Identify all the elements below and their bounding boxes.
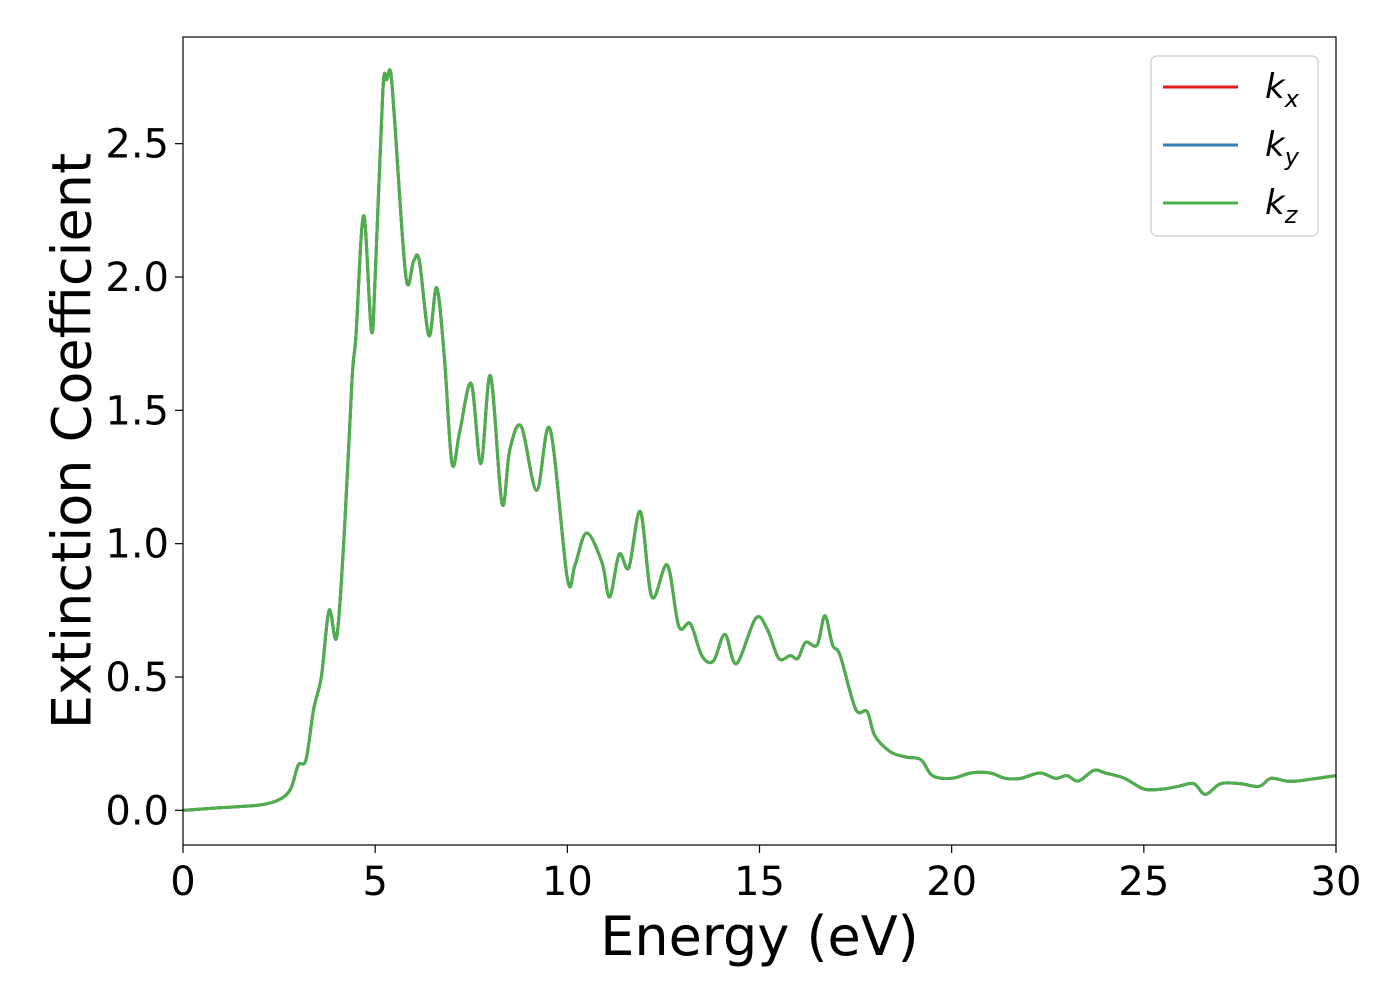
y-tick-label: 1.0	[105, 522, 169, 568]
x-tick-label: 20	[926, 859, 977, 905]
series-layer	[183, 68, 1336, 812]
x-tick-label: 5	[362, 859, 387, 905]
series-line-z	[183, 68, 1336, 812]
y-tick-label: 2.5	[105, 122, 169, 168]
y-tick-label: 0.5	[105, 655, 169, 701]
legend-label-x: kx	[1265, 67, 1300, 113]
x-tick-label: 30	[1311, 859, 1362, 905]
x-tick-label: 10	[542, 859, 593, 905]
x-axis-label: Energy (eV)	[600, 905, 919, 968]
y-axis-ticks: 0.0 0.5 1.0 1.5 2.0 2.5	[105, 122, 183, 834]
y-tick-label: 2.0	[105, 255, 169, 301]
x-tick-label: 15	[734, 859, 785, 905]
x-tick-label: 25	[1118, 859, 1169, 905]
y-tick-label: 0.0	[105, 788, 169, 834]
y-tick-label: 1.5	[105, 388, 169, 434]
y-axis-label: Extinction Coefficient	[41, 153, 104, 729]
legend-label-y: ky	[1265, 125, 1300, 171]
legend: kx ky kz	[1150, 55, 1319, 237]
x-tick-label: 0	[170, 859, 195, 905]
x-axis-ticks: 0 5 10 15 20 25 30	[170, 845, 1361, 905]
legend-label-z: kz	[1265, 183, 1299, 229]
